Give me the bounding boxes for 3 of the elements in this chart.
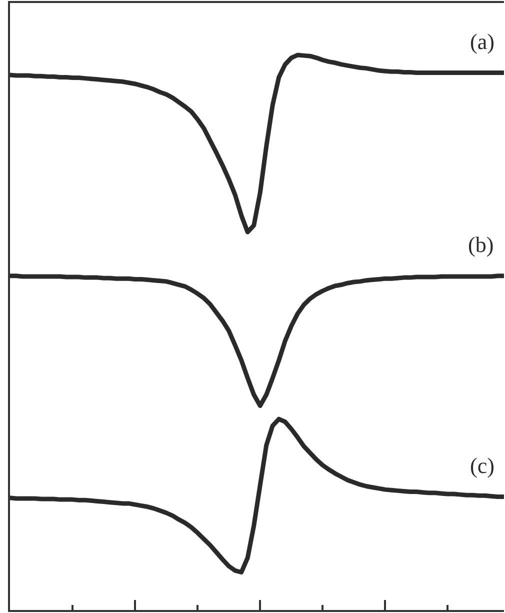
series-label: (a) — [470, 29, 494, 54]
series-label: (b) — [468, 232, 494, 257]
series-label: (c) — [470, 453, 494, 478]
